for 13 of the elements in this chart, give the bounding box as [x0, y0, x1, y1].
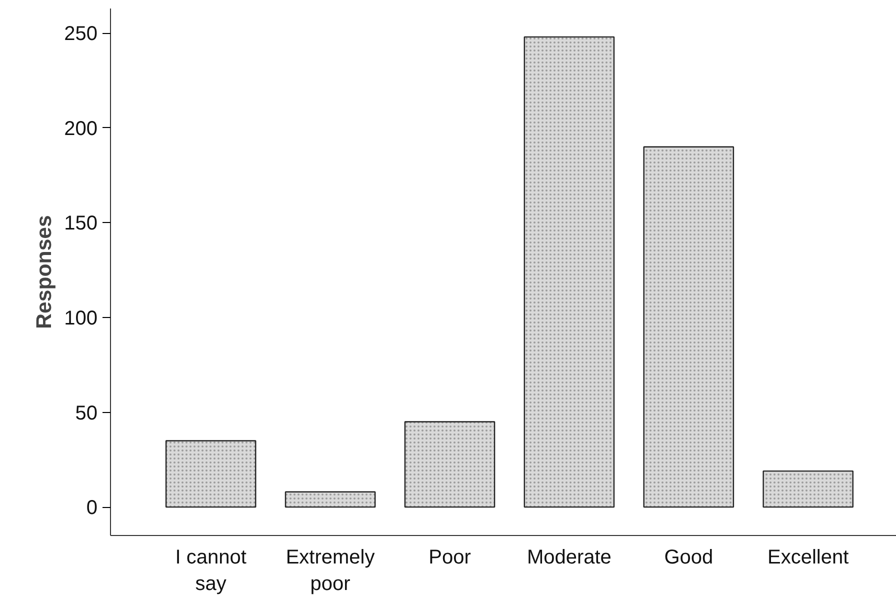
y-tick-label: 200	[64, 118, 98, 140]
y-tick-label: 0	[86, 497, 98, 520]
x-tick-label: Poor	[428, 546, 472, 568]
x-tick-label: Moderate	[526, 546, 612, 568]
x-tick-label: Excellent	[768, 546, 850, 568]
y-tick-label: 100	[64, 307, 98, 330]
y-tick-label: 250	[64, 23, 98, 46]
x-tick-label: Good	[664, 546, 714, 568]
y-tick-label: 150	[64, 212, 98, 235]
y-axis-title: Responses	[32, 215, 56, 329]
x-tick-label: I cannot say	[175, 546, 247, 595]
x-tick-label: Extremely poor	[286, 546, 375, 595]
y-tick-label: 50	[75, 402, 98, 424]
